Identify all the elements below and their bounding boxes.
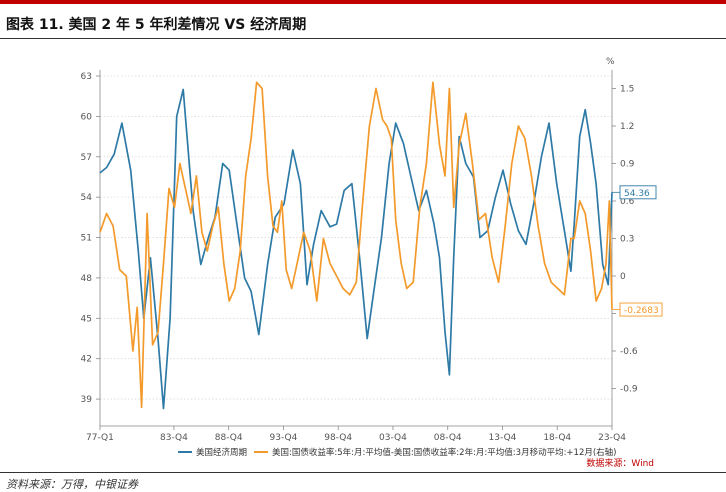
data-source-note: 数据来源：Wind — [586, 457, 654, 469]
left-tick-label: 42 — [81, 355, 92, 365]
end-value-label: -0.2683 — [624, 306, 659, 316]
x-tick-label: 93-Q4 — [270, 433, 298, 443]
x-tick-label: 98-Q4 — [324, 433, 352, 443]
x-tick-label: 03-Q4 — [379, 433, 407, 443]
left-tick-label: 60 — [81, 112, 93, 122]
left-tick-label: 54 — [81, 193, 93, 203]
left-tick-label: 63 — [81, 72, 92, 82]
end-label-box — [619, 302, 663, 317]
figure-title: 图表 11. 美国 2 年 5 年利差情况 VS 经济周期 — [6, 17, 307, 33]
yield-spread-line — [99, 81, 613, 409]
legend-label: 美国:国债收益率:5年:月:平均值-美国:国债收益率:2年:月:平均值:3月移动… — [272, 447, 617, 458]
economic-cycle-line — [99, 88, 613, 410]
left-tick-label: 45 — [81, 314, 92, 324]
x-tick-label: 77-Q1 — [86, 433, 114, 443]
right-tick-label: 0 — [620, 272, 626, 282]
right-tick-label: -0.9 — [620, 385, 638, 395]
end-label-box — [619, 185, 657, 200]
x-tick-label: 18-Q4 — [543, 433, 571, 443]
left-tick-label: 39 — [81, 395, 93, 405]
top-accent-bar — [0, 0, 726, 4]
right-tick-label: 0.9 — [620, 160, 635, 170]
right-tick-label: -0.6 — [620, 347, 638, 357]
x-tick-label: 23-Q4 — [598, 433, 626, 443]
left-tick-label: 51 — [81, 234, 92, 244]
footer-divider — [0, 472, 726, 473]
end-value-label: 54.36 — [624, 189, 650, 199]
right-axis-unit: % — [606, 57, 615, 67]
title-divider — [0, 38, 726, 39]
x-tick-label: 13-Q4 — [489, 433, 517, 443]
legend-label: 美国经济周期 — [196, 447, 247, 458]
left-tick-label: 48 — [81, 274, 93, 284]
right-tick-label: 1.5 — [620, 85, 634, 95]
x-tick-label: 08-Q4 — [434, 433, 462, 443]
left-tick-label: 57 — [81, 153, 92, 163]
x-tick-label: 88-Q4 — [215, 433, 243, 443]
x-tick-label: 83-Q4 — [160, 433, 188, 443]
footer-source: 资料来源：万得，中银证券 — [6, 478, 138, 491]
right-tick-label: 0.3 — [620, 235, 634, 245]
right-tick-label: 1.2 — [620, 122, 634, 132]
line-chart: 394245485154576063-0.9-0.6-0.300.30.60.9… — [81, 57, 663, 469]
right-tick-label: 0.6 — [620, 197, 635, 207]
